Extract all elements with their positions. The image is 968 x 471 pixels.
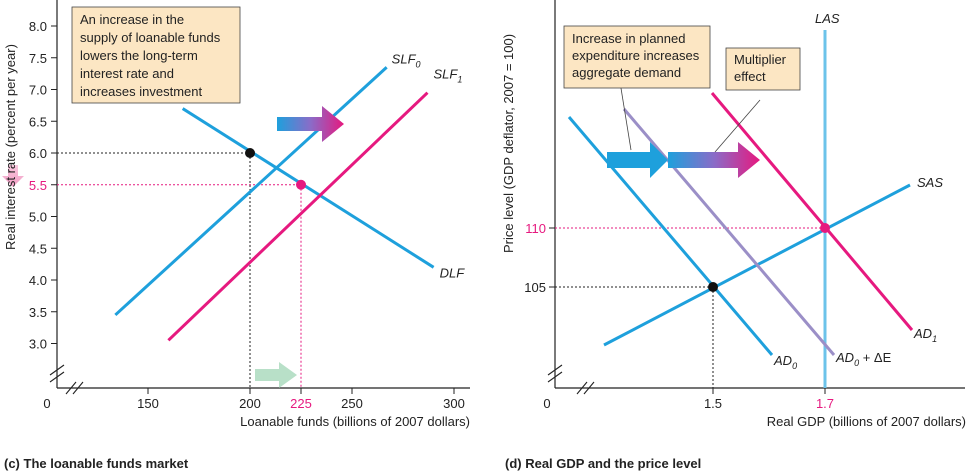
y-tick-label: 7.0: [29, 83, 47, 98]
annotation-line: expenditure increases: [572, 48, 700, 63]
interest-fall-arrow: [2, 165, 24, 187]
x-axis-label-d: Real GDP (billions of 2007 dollars): [767, 414, 966, 429]
equilibrium-point: [820, 223, 830, 233]
y-tick-label: 6.5: [29, 114, 47, 129]
annotation-line: An increase in the: [80, 12, 184, 27]
annotation-line: aggregate demand: [572, 65, 681, 80]
annotation-line: effect: [734, 69, 766, 84]
x-tick-label: 0: [543, 396, 550, 411]
gdp-price-panel: Increase in planned expenditure increase…: [501, 0, 966, 471]
y-axis-label-d: Price level (GDP deflator, 2007 = 100): [501, 34, 516, 253]
ad0-plus-de-curve: [622, 108, 836, 356]
x-tick-label: 250: [341, 396, 363, 411]
y-axis-break-d: [547, 364, 563, 383]
x-tick-label: 200: [239, 396, 261, 411]
curve-dlf: [181, 107, 435, 269]
sas-label: SAS: [917, 175, 943, 190]
equilibrium-point: [245, 148, 255, 158]
y-tick-label: 4.5: [29, 241, 47, 256]
annotation-box-c: [71, 6, 241, 104]
ad0-label: AD0: [773, 353, 797, 371]
leader-line: [714, 99, 761, 153]
y-tick-label: 6.0: [29, 146, 47, 161]
annotation-box-d: [563, 25, 711, 89]
y-tick-label: 7.5: [29, 51, 47, 66]
annotation-line: supply of loanable funds: [80, 30, 221, 45]
equilibrium-point: [708, 282, 718, 292]
y-tick-label: 105: [524, 280, 546, 295]
curve-label: SLF0: [392, 51, 421, 69]
las-label: LAS: [815, 11, 840, 26]
x-tick-label: 300: [443, 396, 465, 411]
demand-shift-arrow: [607, 142, 668, 178]
y-axis-break-c: [49, 364, 65, 383]
x-tick-label: 1.7: [816, 396, 834, 411]
annotation-line: Increase in planned: [572, 31, 685, 46]
ad1-label: AD1: [913, 326, 937, 344]
x-axis-label-c: Loanable funds (billions of 2007 dollars…: [240, 414, 470, 429]
y-tick-label: 5.5: [29, 178, 47, 193]
supply-shift-arrow: [277, 106, 344, 142]
annotation-line: interest rate and: [80, 66, 174, 81]
x-tick-label: 150: [137, 396, 159, 411]
caption-c: (c) The loanable funds market: [4, 456, 189, 471]
y-tick-label: 4.0: [29, 273, 47, 288]
y-tick-label: 5.0: [29, 210, 47, 225]
x-tick-label: 225: [290, 396, 312, 411]
ad1-curve: [710, 92, 914, 331]
y-axis-label-c: Real interest rate (percent per year): [3, 44, 18, 250]
multiplier-arrow: [668, 142, 760, 178]
ad0-plus-de-label: AD0 + ΔE: [835, 350, 892, 368]
x-tick-label: 1.5: [704, 396, 722, 411]
caption-d: (d) Real GDP and the price level: [505, 456, 701, 471]
leader-line: [619, 81, 632, 151]
y-tick-label: 3.5: [29, 305, 47, 320]
y-tick-label: 110: [525, 221, 546, 236]
quantity-rise-arrow: [255, 362, 297, 388]
y-tick-label: 8.0: [29, 19, 47, 34]
equilibrium-point: [296, 179, 306, 190]
x-tick-label: 0: [43, 396, 50, 411]
ad0-curve: [567, 116, 774, 356]
curve-label: DLF: [440, 265, 466, 280]
curve-label: SLF1: [433, 67, 462, 85]
loanable-funds-panel: 3.0 3.5 4.0 4.5 5.0 5.5 6.0 6.5 7.0 7.5 8.0 0 150 20…: [2, 0, 470, 471]
annotation-line: Multiplier: [734, 52, 787, 67]
x-axis-break-d: [576, 381, 595, 395]
y-tick-label: 3.0: [29, 337, 47, 352]
x-axis-break-c: [65, 381, 84, 395]
curve-slf1: [167, 91, 429, 342]
annotation-line: increases investment: [80, 84, 202, 99]
annotation-box-d: [725, 47, 801, 91]
annotation-line: lowers the long-term: [80, 48, 198, 63]
curve-slf0: [114, 66, 388, 317]
